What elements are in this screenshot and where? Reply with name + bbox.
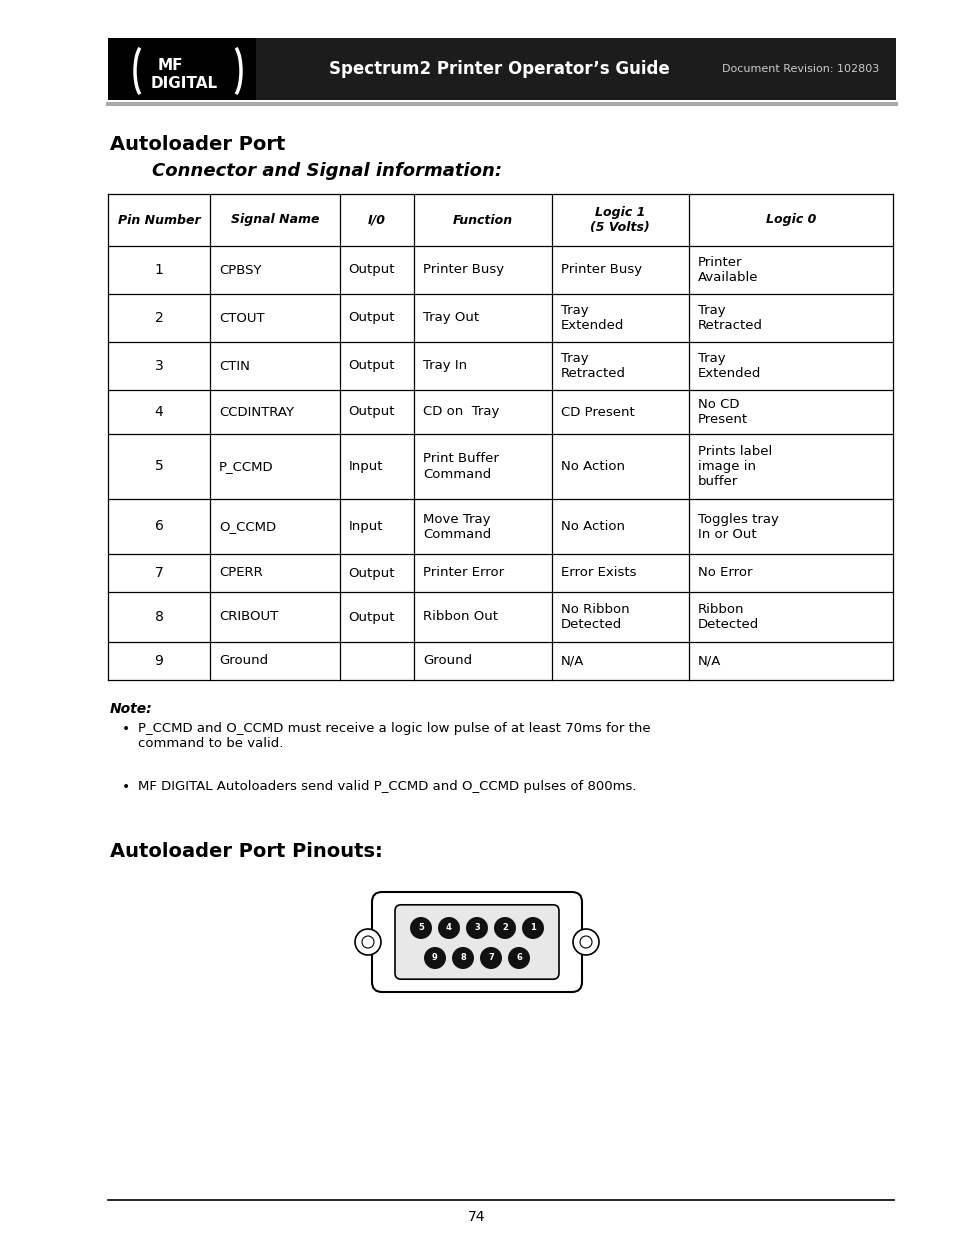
Text: Output: Output	[348, 610, 395, 624]
Text: Print Buffer
Command: Print Buffer Command	[423, 452, 498, 480]
Circle shape	[410, 918, 432, 939]
Text: Toggles tray
In or Out: Toggles tray In or Out	[698, 513, 778, 541]
Text: •: •	[122, 781, 131, 794]
Circle shape	[507, 947, 530, 969]
Text: Ribbon Out: Ribbon Out	[423, 610, 497, 624]
Text: 7: 7	[488, 953, 494, 962]
Text: Prints label
image in
buffer: Prints label image in buffer	[698, 445, 771, 488]
Text: Logic 1
(5 Volts): Logic 1 (5 Volts)	[590, 206, 649, 233]
Text: No Error: No Error	[698, 567, 752, 579]
Text: DIGITAL: DIGITAL	[151, 77, 218, 91]
Text: 2: 2	[501, 924, 507, 932]
Text: 5: 5	[154, 459, 163, 473]
Text: 9: 9	[432, 953, 437, 962]
Text: 6: 6	[154, 520, 163, 534]
Text: 74: 74	[468, 1210, 485, 1224]
Text: 4: 4	[446, 924, 452, 932]
Text: Printer Busy: Printer Busy	[423, 263, 504, 277]
Circle shape	[355, 929, 380, 955]
Text: 8: 8	[154, 610, 163, 624]
Text: 7: 7	[154, 566, 163, 580]
Text: Tray
Retracted: Tray Retracted	[560, 352, 625, 380]
Text: No CD
Present: No CD Present	[698, 398, 747, 426]
Text: Ground: Ground	[423, 655, 472, 667]
Circle shape	[465, 918, 488, 939]
Text: 9: 9	[154, 655, 163, 668]
Bar	[108, 38, 895, 100]
Text: Pin Number: Pin Number	[117, 214, 200, 226]
Text: Tray Out: Tray Out	[423, 311, 478, 325]
Text: 3: 3	[474, 924, 479, 932]
Text: I/0: I/0	[368, 214, 385, 226]
Text: Ground: Ground	[219, 655, 268, 667]
Text: Function: Function	[453, 214, 513, 226]
Text: 8: 8	[459, 953, 465, 962]
Text: CCDINTRAY: CCDINTRAY	[219, 405, 294, 419]
Circle shape	[361, 936, 374, 948]
Text: No Action: No Action	[560, 520, 624, 534]
Circle shape	[573, 929, 598, 955]
Text: Printer
Available: Printer Available	[698, 256, 758, 284]
Text: 3: 3	[154, 359, 163, 373]
Text: Tray
Extended: Tray Extended	[560, 304, 623, 332]
Text: Printer Busy: Printer Busy	[560, 263, 641, 277]
Text: 4: 4	[154, 405, 163, 419]
Text: 5: 5	[417, 924, 423, 932]
Text: O_CCMD: O_CCMD	[219, 520, 275, 534]
Text: CTIN: CTIN	[219, 359, 250, 373]
Text: CTOUT: CTOUT	[219, 311, 264, 325]
Text: 1: 1	[154, 263, 163, 277]
Text: P_CCMD: P_CCMD	[219, 459, 274, 473]
Text: Document Revision: 102803: Document Revision: 102803	[721, 64, 879, 74]
Text: N/A: N/A	[698, 655, 720, 667]
Text: Error Exists: Error Exists	[560, 567, 636, 579]
Text: 1: 1	[530, 924, 536, 932]
Text: Output: Output	[348, 405, 395, 419]
Text: Autoloader Port: Autoloader Port	[110, 135, 285, 154]
Text: P_CCMD and O_CCMD must receive a logic low pulse of at least 70ms for the
comman: P_CCMD and O_CCMD must receive a logic l…	[138, 722, 650, 750]
Circle shape	[521, 918, 543, 939]
Text: Tray In: Tray In	[423, 359, 467, 373]
Text: 2: 2	[154, 311, 163, 325]
Text: CRIBOUT: CRIBOUT	[219, 610, 278, 624]
Text: Move Tray
Command: Move Tray Command	[423, 513, 491, 541]
Text: MF: MF	[158, 58, 183, 73]
Text: No Ribbon
Detected: No Ribbon Detected	[560, 603, 628, 631]
Text: Note:: Note:	[110, 701, 152, 716]
Circle shape	[452, 947, 474, 969]
Text: Logic 0: Logic 0	[765, 214, 815, 226]
Text: •: •	[122, 722, 131, 736]
Text: No Action: No Action	[560, 459, 624, 473]
Text: Ribbon
Detected: Ribbon Detected	[698, 603, 759, 631]
Text: Autoloader Port Pinouts:: Autoloader Port Pinouts:	[110, 842, 382, 861]
Text: MF DIGITAL Autoloaders send valid P_CCMD and O_CCMD pulses of 800ms.: MF DIGITAL Autoloaders send valid P_CCMD…	[138, 781, 636, 793]
Text: CD on  Tray: CD on Tray	[423, 405, 499, 419]
Text: Input: Input	[348, 459, 383, 473]
Circle shape	[479, 947, 501, 969]
Text: Output: Output	[348, 263, 395, 277]
Circle shape	[437, 918, 459, 939]
Text: Connector and Signal information:: Connector and Signal information:	[152, 162, 501, 180]
Text: Output: Output	[348, 359, 395, 373]
Text: Spectrum2 Printer Operator’s Guide: Spectrum2 Printer Operator’s Guide	[329, 61, 669, 78]
Bar	[108, 38, 255, 100]
FancyBboxPatch shape	[395, 905, 558, 979]
Text: Signal Name: Signal Name	[231, 214, 318, 226]
Circle shape	[423, 947, 446, 969]
Text: CPERR: CPERR	[219, 567, 262, 579]
Text: Tray
Extended: Tray Extended	[698, 352, 760, 380]
Text: 6: 6	[516, 953, 521, 962]
Circle shape	[494, 918, 516, 939]
Text: CD Present: CD Present	[560, 405, 634, 419]
Text: Input: Input	[348, 520, 383, 534]
Text: Printer Error: Printer Error	[423, 567, 504, 579]
Text: Output: Output	[348, 567, 395, 579]
Text: Tray
Retracted: Tray Retracted	[698, 304, 762, 332]
Text: N/A: N/A	[560, 655, 583, 667]
Text: Output: Output	[348, 311, 395, 325]
Circle shape	[579, 936, 592, 948]
FancyBboxPatch shape	[372, 892, 581, 992]
Text: CPBSY: CPBSY	[219, 263, 261, 277]
